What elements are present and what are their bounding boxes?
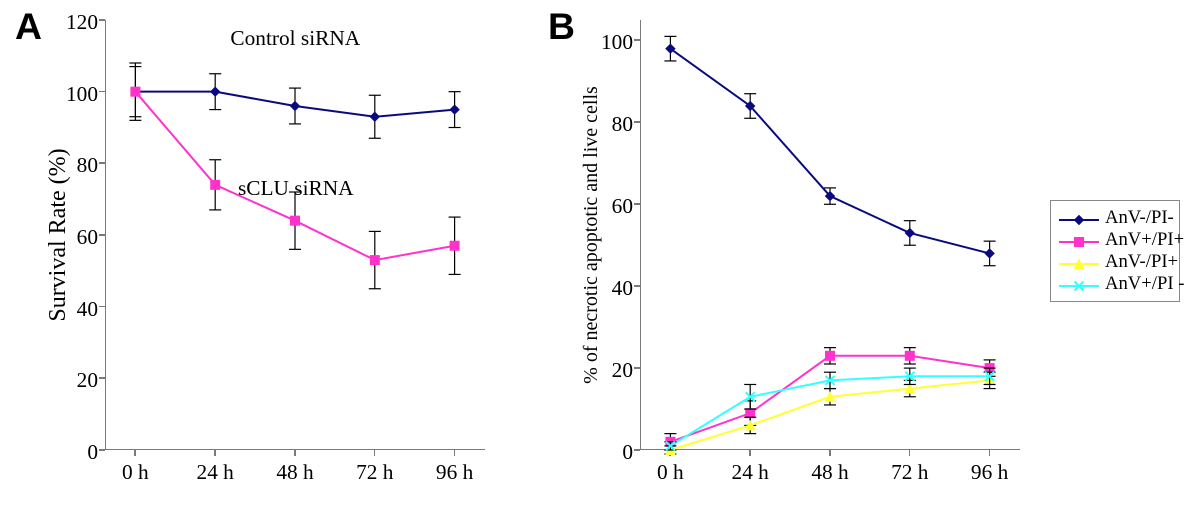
panelB-x-tick-label: 0 h bbox=[657, 460, 684, 485]
panelB-y-tick-mark bbox=[634, 121, 640, 123]
panelB-x-tick-mark bbox=[909, 450, 911, 456]
panel-b: 020406080100% of necrotic apoptotic and … bbox=[0, 0, 1200, 521]
legend-label: AnV-/PI- bbox=[1105, 207, 1174, 229]
legend-item: AnV-/PI- bbox=[1059, 207, 1171, 229]
panelB-x-tick-label: 48 h bbox=[811, 460, 848, 485]
legend-sample-icon bbox=[1059, 233, 1099, 247]
panelB-x-tick-mark bbox=[749, 450, 751, 456]
panelB-x-tick-label: 72 h bbox=[891, 460, 928, 485]
panelB-y-tick-mark bbox=[634, 449, 640, 451]
legend-item: AnV+/PI - bbox=[1059, 273, 1171, 295]
panelB-y-tick-mark bbox=[634, 285, 640, 287]
figure-root: A B 020406080100120Survival Rate (%)0 h2… bbox=[0, 0, 1200, 521]
legend-sample-icon bbox=[1059, 211, 1099, 225]
panelB-y-tick-mark bbox=[634, 39, 640, 41]
panelB-x-tick-mark bbox=[829, 450, 831, 456]
panel-b-legend: AnV-/PI- AnV+/PI+ AnV-/PI+ AnV+/PI - bbox=[1050, 200, 1180, 302]
panelB-y-axis-label: % of necrotic apoptotic and live cells bbox=[580, 20, 603, 450]
panelB-x-tick-mark bbox=[989, 450, 991, 456]
legend-label: AnV-/PI+ bbox=[1105, 251, 1178, 273]
legend-item: AnV-/PI+ bbox=[1059, 251, 1171, 273]
legend-sample-icon bbox=[1059, 277, 1099, 291]
legend-label: AnV+/PI - bbox=[1105, 273, 1184, 295]
legend-item: AnV+/PI+ bbox=[1059, 229, 1171, 251]
panelB-x-tick-mark bbox=[669, 450, 671, 456]
panelB-y-tick-mark bbox=[634, 203, 640, 205]
legend-label: AnV+/PI+ bbox=[1105, 229, 1184, 251]
panelB-y-tick-mark bbox=[634, 367, 640, 369]
panelB-plot-area bbox=[640, 20, 1020, 450]
panelB-x-tick-label: 24 h bbox=[732, 460, 769, 485]
legend-sample-icon bbox=[1059, 255, 1099, 269]
panelB-x-tick-label: 96 h bbox=[971, 460, 1008, 485]
